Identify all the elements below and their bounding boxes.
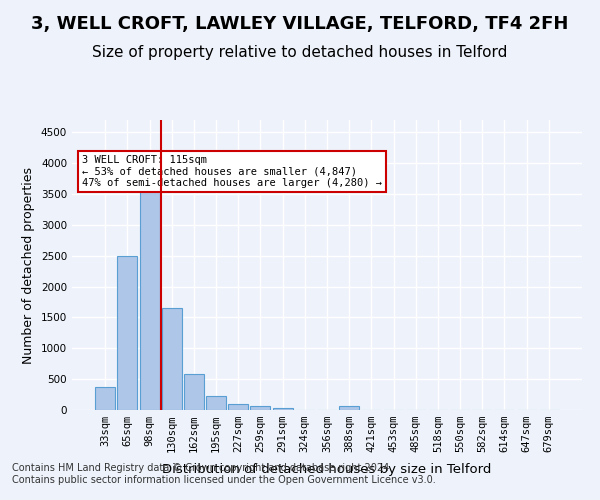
X-axis label: Distribution of detached houses by size in Telford: Distribution of detached houses by size … (163, 464, 491, 476)
Text: Contains HM Land Registry data © Crown copyright and database right 2024.
Contai: Contains HM Land Registry data © Crown c… (12, 464, 436, 485)
Bar (118, 256, 137, 410)
Bar (339, 406, 359, 410)
Bar (228, 404, 248, 410)
Bar (162, 308, 182, 410)
Y-axis label: Number of detached properties: Number of detached properties (22, 166, 35, 364)
Bar (140, 178, 160, 410)
Bar (250, 406, 271, 410)
Bar (206, 396, 226, 410)
Text: Size of property relative to detached houses in Telford: Size of property relative to detached ho… (92, 45, 508, 60)
Text: 3, WELL CROFT, LAWLEY VILLAGE, TELFORD, TF4 2FH: 3, WELL CROFT, LAWLEY VILLAGE, TELFORD, … (31, 15, 569, 33)
Bar (272, 408, 293, 410)
Bar (184, 374, 204, 410)
Text: 3 WELL CROFT: 115sqm
← 53% of detached houses are smaller (4,847)
47% of semi-de: 3 WELL CROFT: 115sqm ← 53% of detached h… (82, 155, 382, 188)
Bar (95, 387, 115, 410)
